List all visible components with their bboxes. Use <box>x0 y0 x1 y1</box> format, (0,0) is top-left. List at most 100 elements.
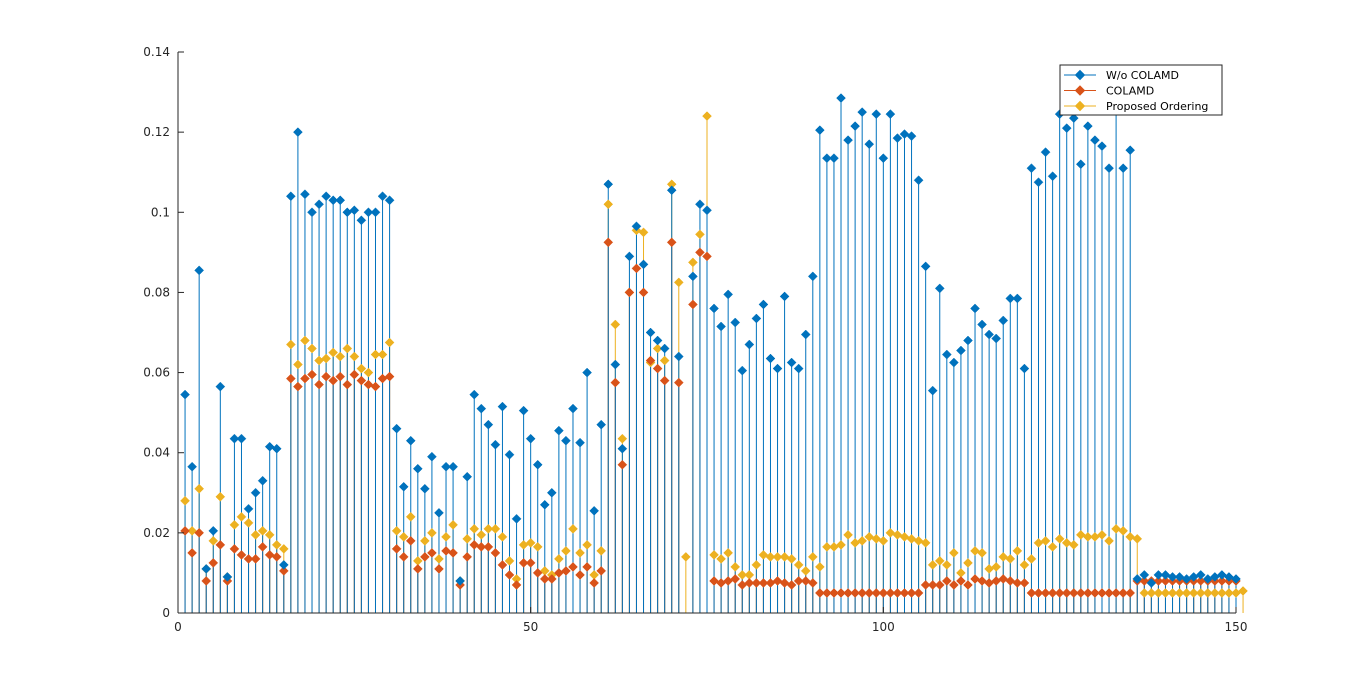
stem-marker <box>610 359 621 370</box>
stem-marker <box>271 443 282 454</box>
stem-marker <box>610 319 621 330</box>
stem-marker <box>483 419 494 430</box>
stem-marker <box>920 538 931 548</box>
stem-marker <box>927 580 938 590</box>
stem-marker <box>546 574 557 584</box>
stem-marker <box>1019 578 1030 588</box>
stem-marker <box>300 373 310 384</box>
stem-marker <box>264 530 275 540</box>
stem-marker <box>603 237 614 248</box>
stem-marker <box>546 487 557 498</box>
series-0-markers <box>180 93 1241 588</box>
stem-marker <box>1090 135 1100 146</box>
stem-marker <box>370 381 381 392</box>
stem-marker <box>779 552 790 562</box>
stem-marker <box>187 461 197 472</box>
stem-marker <box>377 349 388 360</box>
stem-marker <box>1040 536 1051 546</box>
stem-marker <box>730 562 741 572</box>
stem-marker <box>666 237 677 248</box>
stem-marker <box>977 548 987 558</box>
stem-marker <box>1040 588 1051 598</box>
stem-marker <box>222 572 233 582</box>
stem-marker <box>857 588 868 598</box>
stem-marker <box>1139 588 1150 598</box>
stem-marker <box>525 538 536 548</box>
stem-marker <box>1153 588 1164 598</box>
series-1-markers <box>180 237 1241 598</box>
stem-marker <box>716 321 726 332</box>
stem-marker <box>899 532 910 542</box>
stem-marker <box>666 185 677 196</box>
stem-marker <box>243 554 254 564</box>
stem-marker <box>328 375 339 386</box>
stem-marker <box>786 580 797 590</box>
stem-marker <box>920 261 931 272</box>
x-ticks: 0 50 100 150 <box>174 607 1247 634</box>
stem-marker <box>913 175 924 186</box>
stem-marker <box>208 526 219 536</box>
stem-marker <box>1125 532 1136 542</box>
stem-marker <box>807 552 818 562</box>
stem-marker <box>321 191 331 202</box>
stem-marker <box>229 544 240 554</box>
stem-marker <box>582 562 592 572</box>
stem-marker <box>264 550 275 560</box>
stem-marker <box>342 379 353 390</box>
stem-marker <box>398 532 409 542</box>
stem-marker <box>285 191 296 202</box>
stem-marker <box>1118 588 1129 598</box>
stem-marker <box>462 534 473 544</box>
stem-marker <box>554 425 564 436</box>
stem-marker <box>892 133 903 144</box>
legend-entry: COLAMD <box>1064 85 1154 98</box>
stem-marker <box>920 580 931 590</box>
stem-marker <box>215 540 226 550</box>
stem-marker <box>236 433 247 444</box>
stem-marker <box>843 135 853 146</box>
stem-marker <box>335 195 346 206</box>
stem-marker <box>1047 542 1058 552</box>
stem-marker <box>377 191 388 202</box>
stem-marker <box>1047 588 1058 598</box>
legend-entry: Proposed Ordering <box>1064 100 1208 113</box>
stem-marker <box>596 546 607 556</box>
stem-marker <box>568 403 578 414</box>
stem-marker <box>779 291 790 302</box>
stem-marker <box>1104 163 1114 174</box>
stem-marker <box>956 576 966 586</box>
stem-marker <box>702 111 712 121</box>
stem-marker <box>871 109 882 119</box>
stem-marker <box>554 554 564 564</box>
stem-marker <box>307 343 317 354</box>
stem-marker <box>793 576 804 586</box>
stem-marker <box>927 560 938 570</box>
stem-marker <box>906 534 917 544</box>
stem-marker <box>335 371 346 382</box>
stem-marker <box>814 588 825 598</box>
stem-marker <box>949 580 959 590</box>
stem-marker <box>391 423 402 434</box>
stem-marker <box>1075 530 1086 540</box>
stem-marker <box>1153 576 1164 586</box>
stem-marker <box>737 570 748 580</box>
stem-marker <box>582 540 592 550</box>
stem-marker <box>1174 588 1185 598</box>
stem-marker <box>250 530 261 540</box>
stem-marker <box>645 355 656 366</box>
stem-marker <box>737 365 748 376</box>
stem-marker <box>673 377 684 388</box>
stem-marker <box>229 433 240 444</box>
stem-marker <box>525 558 536 568</box>
stem-marker <box>194 528 205 538</box>
stem-marker <box>617 443 628 454</box>
stem-marker <box>949 548 959 558</box>
stem-marker <box>271 552 282 562</box>
stem-marker <box>271 540 282 550</box>
stem-marker <box>913 588 924 598</box>
stem-marker <box>1146 578 1157 588</box>
stem-marker <box>1111 588 1121 598</box>
stem-marker <box>356 215 367 226</box>
stem-marker <box>991 333 1002 344</box>
stem-marker <box>215 381 226 392</box>
